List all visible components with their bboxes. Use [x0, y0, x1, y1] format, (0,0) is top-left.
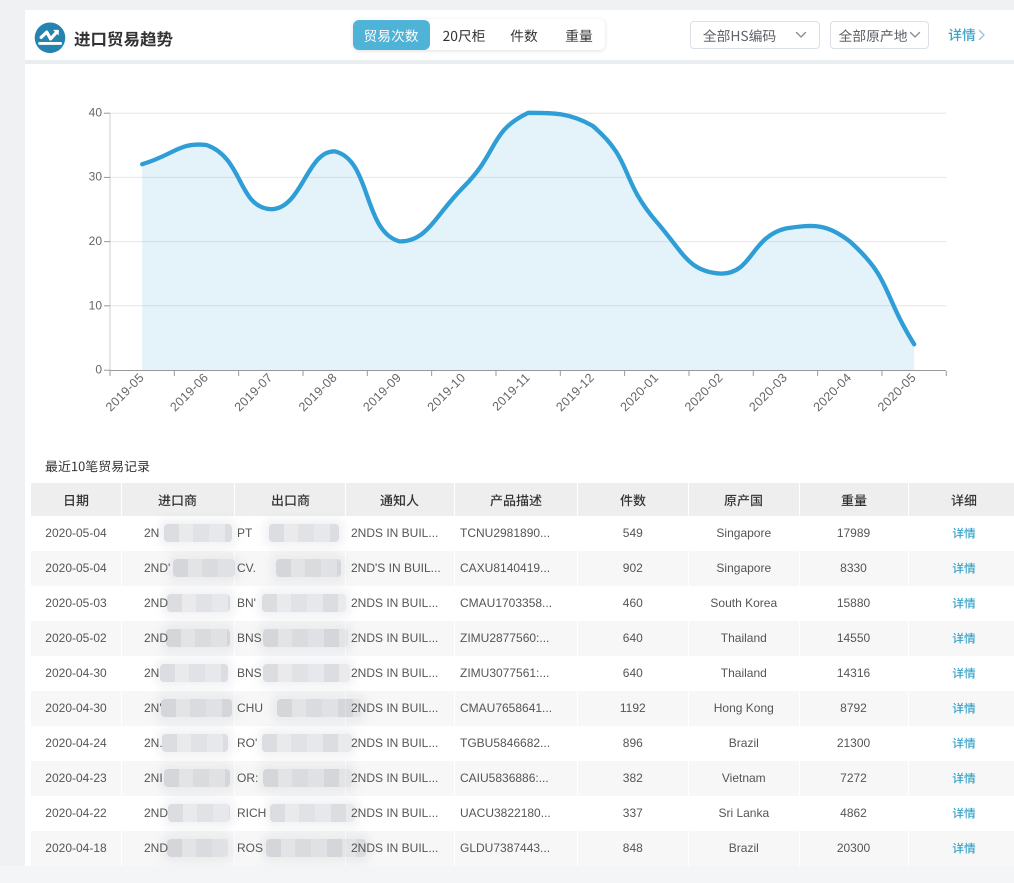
svg-text:2019-08: 2019-08 — [296, 370, 340, 414]
svg-text:2020-01: 2020-01 — [618, 370, 662, 414]
svg-text:2020-04: 2020-04 — [811, 370, 855, 414]
svg-text:2019-06: 2019-06 — [167, 370, 211, 414]
svg-text:30: 30 — [89, 170, 103, 184]
svg-text:2019-12: 2019-12 — [553, 370, 597, 414]
svg-text:2019-07: 2019-07 — [232, 370, 276, 414]
svg-text:2019-10: 2019-10 — [425, 370, 469, 414]
svg-text:40: 40 — [89, 105, 103, 119]
svg-text:0: 0 — [95, 363, 102, 377]
svg-text:2020-02: 2020-02 — [682, 370, 726, 414]
svg-text:2020-03: 2020-03 — [746, 370, 790, 414]
svg-text:2020-05: 2020-05 — [875, 370, 919, 414]
svg-text:2019-09: 2019-09 — [360, 370, 404, 414]
svg-text:10: 10 — [89, 298, 103, 312]
svg-text:2019-11: 2019-11 — [490, 370, 533, 413]
svg-text:2019-05: 2019-05 — [103, 370, 147, 414]
svg-text:20: 20 — [89, 234, 103, 248]
